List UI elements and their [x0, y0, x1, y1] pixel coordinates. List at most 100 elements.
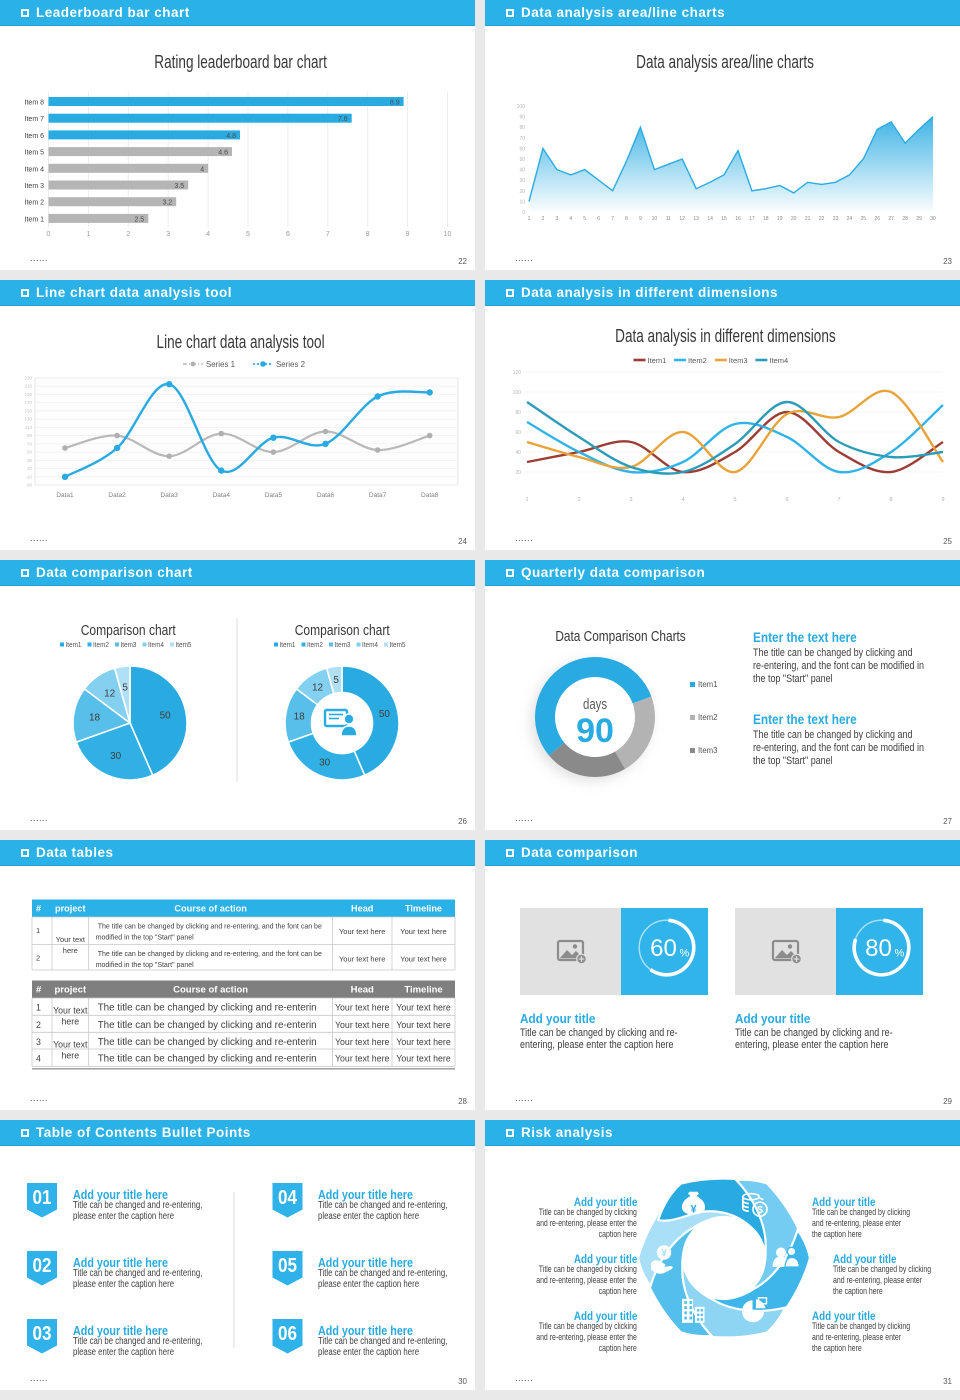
svg-text:Your text here: Your text here	[335, 1020, 390, 1030]
svg-text:Course of action: Course of action	[174, 904, 247, 914]
svg-text:120: 120	[513, 370, 522, 376]
svg-text:$: $	[757, 1204, 763, 1216]
svg-text:2: 2	[542, 216, 545, 222]
svg-text:Data7: Data7	[369, 492, 387, 499]
svg-text:Item5: Item5	[176, 642, 192, 649]
svg-text:4: 4	[569, 216, 572, 222]
svg-text:16: 16	[735, 216, 741, 222]
svg-text:03: 03	[33, 1323, 52, 1345]
svg-text:Item1: Item1	[280, 642, 296, 649]
svg-text:10: 10	[652, 216, 658, 222]
svg-text:Timeline: Timeline	[405, 904, 442, 914]
svg-text:70: 70	[27, 441, 33, 446]
svg-text:80: 80	[865, 935, 892, 962]
svg-text:190: 190	[24, 392, 32, 397]
svg-text:3: 3	[629, 497, 632, 503]
svg-text:project: project	[55, 904, 86, 914]
svg-text:5: 5	[122, 682, 128, 693]
svg-text:The title can be changed by cl: The title can be changed by clicking and…	[98, 951, 322, 958]
svg-text:The title can be changed by cl: The title can be changed by clicking and…	[98, 924, 322, 931]
svg-text:1: 1	[36, 1003, 41, 1013]
svg-text:Your text here: Your text here	[396, 1003, 451, 1013]
svg-text:#: #	[36, 985, 42, 996]
svg-text:0: 0	[522, 210, 525, 216]
svg-text:Item1: Item1	[648, 356, 667, 365]
svg-text:04: 04	[278, 1187, 298, 1209]
svg-text:Your text here: Your text here	[339, 927, 385, 936]
svg-text:%: %	[680, 948, 690, 960]
svg-text:The title can be changed by cl: The title can be changed by clicking and…	[98, 1020, 317, 1031]
svg-text:15: 15	[721, 216, 727, 222]
svg-text:Item3: Item3	[121, 642, 137, 649]
svg-text:The title can be changed by cl: The title can be changed by clicking and…	[98, 1003, 317, 1014]
svg-text:4: 4	[206, 231, 210, 238]
svg-text:Item2: Item2	[307, 642, 323, 649]
svg-text:here: here	[63, 946, 78, 955]
svg-text:50: 50	[27, 450, 33, 455]
svg-text:2: 2	[126, 231, 130, 238]
svg-text:2: 2	[36, 1020, 41, 1030]
svg-text:Your text here: Your text here	[339, 955, 385, 964]
svg-text:Item1: Item1	[66, 642, 82, 649]
svg-text:3.2: 3.2	[162, 200, 172, 207]
svg-text:%: %	[895, 948, 905, 960]
svg-text:7: 7	[326, 231, 330, 238]
svg-text:Data3: Data3	[161, 492, 179, 499]
svg-text:here: here	[61, 1051, 79, 1061]
svg-text:0: 0	[47, 231, 51, 238]
svg-text:Your text here: Your text here	[400, 927, 446, 936]
svg-text:110: 110	[25, 425, 33, 430]
svg-text:Your text here: Your text here	[335, 1054, 390, 1064]
svg-text:60: 60	[519, 146, 525, 152]
svg-text:6: 6	[785, 497, 788, 503]
svg-text:18: 18	[763, 216, 769, 222]
svg-text:12: 12	[312, 682, 324, 693]
svg-text:210: 210	[24, 384, 32, 389]
svg-text:25: 25	[861, 216, 867, 222]
svg-text:Course of action: Course of action	[173, 985, 248, 996]
svg-text:10: 10	[27, 466, 33, 471]
svg-text:#: #	[36, 904, 41, 914]
svg-text:05: 05	[278, 1255, 297, 1277]
svg-text:6: 6	[597, 216, 600, 222]
svg-text:29: 29	[916, 216, 922, 222]
svg-text:Item3: Item3	[335, 642, 351, 649]
svg-text:2: 2	[36, 954, 40, 963]
svg-text:3: 3	[36, 1037, 41, 1047]
svg-text:18: 18	[294, 712, 306, 723]
svg-text:¥: ¥	[661, 1248, 667, 1259]
svg-text:4.6: 4.6	[218, 150, 228, 157]
svg-text:Head: Head	[351, 904, 373, 914]
svg-text:4: 4	[36, 1054, 41, 1064]
svg-text:-10: -10	[25, 474, 32, 479]
svg-text:90: 90	[27, 433, 33, 438]
svg-text:40: 40	[519, 168, 525, 174]
svg-text:5: 5	[333, 675, 339, 686]
svg-text:20: 20	[519, 189, 525, 195]
svg-text:100: 100	[517, 104, 526, 110]
svg-text:28: 28	[902, 216, 908, 222]
svg-text:3: 3	[556, 216, 559, 222]
svg-text:11: 11	[666, 216, 671, 222]
svg-text:7: 7	[837, 497, 840, 503]
svg-text:modified in the top "Start" pa: modified in the top "Start" panel	[96, 962, 194, 969]
svg-text:90: 90	[519, 115, 525, 121]
svg-text:5: 5	[246, 231, 250, 238]
svg-text:Item5: Item5	[390, 642, 406, 649]
svg-text:Data4: Data4	[213, 492, 231, 499]
svg-text:project: project	[54, 985, 87, 996]
svg-text:1: 1	[525, 497, 528, 503]
svg-text:22: 22	[819, 216, 825, 222]
svg-text:50: 50	[160, 711, 172, 722]
svg-text:02: 02	[33, 1255, 52, 1277]
svg-text:10: 10	[444, 231, 452, 238]
svg-text:12: 12	[104, 688, 116, 699]
svg-text:Item 7: Item 7	[25, 116, 45, 123]
svg-text:Item1: Item1	[698, 680, 718, 689]
svg-text:30: 30	[319, 758, 331, 769]
svg-text:Your text: Your text	[53, 1005, 88, 1015]
svg-text:26: 26	[875, 216, 881, 222]
svg-text:4: 4	[200, 166, 204, 173]
svg-text:Head: Head	[351, 985, 374, 996]
svg-text:Item 1: Item 1	[25, 216, 45, 223]
